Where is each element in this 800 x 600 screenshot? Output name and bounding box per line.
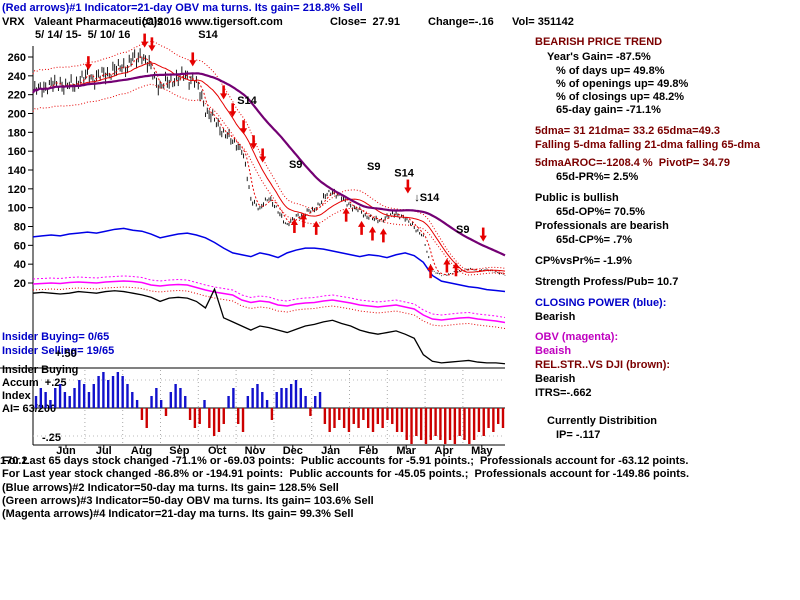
price-bars (32, 48, 506, 277)
obv-line (32, 280, 506, 324)
stat-line: ITRS=-.662 (535, 387, 592, 399)
stat-line: 65d-PR%= 2.5% (556, 171, 639, 183)
stat-line: BEARISH PRICE TREND (535, 36, 663, 48)
stat-line: Falling 5-dma falling 21-dma falling 65-… (535, 139, 760, 151)
volume-value: Vol= 351142 (512, 16, 574, 28)
summary-line: (Magenta arrows)#4 Indicator=21-day ma t… (2, 508, 354, 520)
stat-line: Currently Distribition (547, 415, 658, 427)
stat-line: Public is bullish (535, 192, 619, 204)
stat-line: 65d-CP%= .7% (556, 234, 633, 246)
stat-line: CLOSING POWER (blue): (535, 297, 667, 309)
summary-line: For Last year stock changed -86.8% or -1… (2, 468, 690, 480)
price-axis-label: 60 (14, 240, 26, 252)
signal-label: S9 (456, 224, 469, 236)
left-label: -.25 (42, 432, 61, 444)
stat-line: Bearish (535, 373, 576, 385)
stat-line: Beaish (535, 345, 572, 357)
signal-label: S14 (198, 29, 218, 41)
price-axis-label: 160 (8, 146, 26, 158)
left-label: +.50 (55, 348, 77, 360)
lower-band-line (32, 83, 506, 276)
closing-power-line (32, 227, 506, 293)
left-label: AI= 63/200 (2, 403, 57, 415)
stat-line: CP%vsPr%= -1.9% (535, 255, 632, 267)
signal-arrows (84, 33, 487, 279)
month-axis: Jun Jul Aug Sep Oct Nov Dec Jan Feb Mar Apr May (56, 370, 493, 457)
ticker-symbol: VRX (2, 16, 25, 28)
price-axis-label: 20 (14, 278, 26, 290)
obv-ma-line (32, 275, 506, 318)
stat-line: Professionals are bearish (535, 220, 669, 232)
stat-line: % of closings up= 48.2% (556, 91, 685, 103)
signal-label: S9 (289, 159, 302, 171)
price-axis-label: 200 (8, 109, 26, 121)
company-name: Valeant Pharmaceuticals (34, 16, 164, 28)
stat-line: Bearish (535, 311, 576, 323)
left-label: Accum +.25 (2, 377, 67, 389)
signal-label: ↓S14 (414, 192, 440, 204)
stat-line: OBV (magenta): (535, 331, 619, 343)
ma5-line (32, 56, 506, 276)
ma65-line (32, 72, 506, 257)
left-label: Index (2, 390, 31, 402)
ma21-line (32, 62, 506, 273)
indicator1-header: (Red arrows)#1 Indicator=21-day OBV ma t… (2, 2, 363, 14)
price-axis-label: 260 (8, 52, 26, 64)
change-value: Change=-.16 (428, 16, 494, 28)
accum-index-bars (34, 372, 505, 444)
obv-band-line (32, 286, 506, 329)
signal-label: S14 (394, 168, 414, 180)
price-axis-label: 240 (8, 71, 26, 83)
summary-line: For Last 65 days stock changed -71.1% or… (2, 455, 689, 467)
price-axis-label: 80 (14, 222, 26, 234)
stat-line: Year's Gain= -87.5% (547, 51, 651, 63)
stat-line: 65d-OP%= 70.5% (556, 206, 645, 218)
date-range: 5/ 14/ 15- 5/ 10/ 16 (35, 29, 131, 41)
price-axis-label: 40 (14, 259, 26, 271)
stat-line: % of openings up= 49.8% (556, 78, 689, 90)
stat-line: IP= -.117 (556, 429, 601, 441)
stat-line: % of days up= 49.8% (556, 65, 665, 77)
stat-line: 5dma= 31 21dma= 33.2 65dma=49.3 (535, 125, 720, 137)
stat-line: Strength Profess/Pub= 10.7 (535, 276, 679, 288)
stat-line: 65-day gain= -71.1% (556, 104, 661, 116)
signal-label: S9 (367, 161, 380, 173)
price-axis-label: 120 (8, 184, 26, 196)
summary-line: (Green arrows)#3 Indicator=50-day OBV ma… (2, 495, 374, 507)
copyright-text: (C)2016 www.tigersoft.com (142, 16, 283, 28)
price-axis-label: 180 (8, 127, 26, 139)
upper-band-line (32, 40, 506, 271)
left-label: Insider Buying (2, 364, 79, 376)
stat-line: REL.STR..VS DJI (brown): (535, 359, 671, 371)
stat-line: 5dmaAROC=-1208.4 % PivotP= 34.79 (535, 157, 731, 169)
overlay-number: 170.2 (0, 455, 28, 467)
close-value: Close= 27.91 (330, 16, 401, 28)
signal-label: S14 (237, 95, 257, 107)
price-axis-label: 100 (8, 203, 26, 215)
left-label: Insider Buying= 0/65 (2, 331, 110, 343)
summary-line: (Blue arrows)#2 Indicator=50-day ma turn… (2, 482, 339, 494)
price-axis-label: 220 (8, 90, 26, 102)
price-axis-label: 140 (8, 165, 26, 177)
